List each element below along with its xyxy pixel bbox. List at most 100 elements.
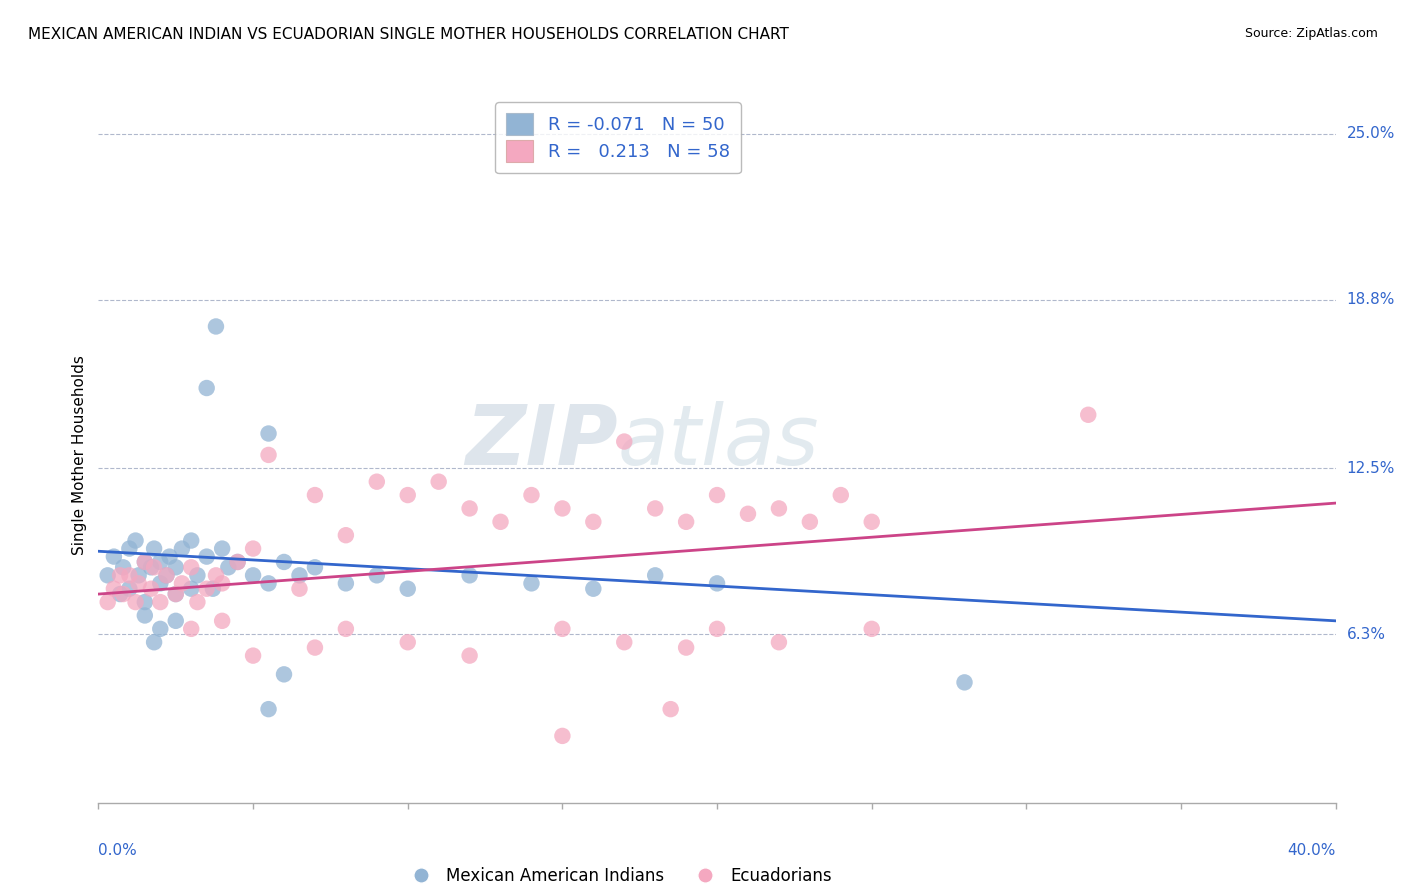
Point — [335, 528, 357, 542]
Point — [128, 576, 150, 591]
Point — [186, 595, 208, 609]
Point — [108, 587, 131, 601]
Point — [675, 515, 697, 529]
Point — [217, 560, 239, 574]
Point — [768, 501, 790, 516]
Point — [139, 560, 162, 574]
Point — [97, 595, 120, 609]
Point — [118, 541, 141, 556]
Point — [242, 648, 264, 663]
Point — [128, 568, 150, 582]
Point — [768, 635, 790, 649]
Text: 12.5%: 12.5% — [1347, 461, 1395, 475]
Point — [112, 560, 135, 574]
Point — [427, 475, 450, 489]
Point — [830, 488, 852, 502]
Point — [953, 675, 976, 690]
Legend: Mexican American Indians, Ecuadorians: Mexican American Indians, Ecuadorians — [398, 861, 839, 892]
Point — [118, 582, 141, 596]
Point — [195, 582, 218, 596]
Text: 0.0%: 0.0% — [98, 843, 138, 858]
Y-axis label: Single Mother Households: Single Mother Households — [72, 355, 87, 555]
Point — [186, 568, 208, 582]
Point — [288, 568, 311, 582]
Point — [134, 608, 156, 623]
Point — [257, 448, 280, 462]
Point — [582, 582, 605, 596]
Point — [134, 595, 156, 609]
Point — [155, 568, 177, 582]
Point — [149, 555, 172, 569]
Point — [257, 576, 280, 591]
Point — [706, 622, 728, 636]
Point — [103, 582, 125, 596]
Point — [226, 555, 249, 569]
Point — [304, 640, 326, 655]
Point — [273, 667, 295, 681]
Text: ZIP: ZIP — [465, 401, 619, 482]
Point — [211, 576, 233, 591]
Text: 18.8%: 18.8% — [1347, 293, 1395, 307]
Point — [165, 560, 187, 574]
Text: 25.0%: 25.0% — [1347, 127, 1395, 141]
Point — [211, 541, 233, 556]
Point — [737, 507, 759, 521]
Point — [458, 501, 481, 516]
Point — [195, 381, 218, 395]
Point — [396, 582, 419, 596]
Point — [366, 475, 388, 489]
Point — [165, 587, 187, 601]
Point — [613, 635, 636, 649]
Point — [396, 635, 419, 649]
Point — [644, 501, 666, 516]
Point — [288, 582, 311, 596]
Point — [134, 555, 156, 569]
Point — [304, 560, 326, 574]
Point — [551, 729, 574, 743]
Point — [458, 648, 481, 663]
Text: 6.3%: 6.3% — [1347, 627, 1386, 641]
Point — [257, 702, 280, 716]
Point — [143, 541, 166, 556]
Point — [226, 555, 249, 569]
Point — [396, 488, 419, 502]
Point — [706, 488, 728, 502]
Point — [149, 622, 172, 636]
Point — [644, 568, 666, 582]
Point — [242, 568, 264, 582]
Point — [180, 533, 202, 548]
Point — [335, 576, 357, 591]
Point — [195, 549, 218, 564]
Point — [103, 549, 125, 564]
Point — [860, 622, 883, 636]
Point — [149, 576, 172, 591]
Point — [97, 568, 120, 582]
Point — [242, 541, 264, 556]
Point — [170, 541, 193, 556]
Point — [1077, 408, 1099, 422]
Point — [139, 582, 162, 596]
Text: Source: ZipAtlas.com: Source: ZipAtlas.com — [1244, 27, 1378, 40]
Point — [124, 595, 146, 609]
Point — [124, 533, 146, 548]
Point — [180, 560, 202, 574]
Point — [860, 515, 883, 529]
Point — [706, 576, 728, 591]
Text: MEXICAN AMERICAN INDIAN VS ECUADORIAN SINGLE MOTHER HOUSEHOLDS CORRELATION CHART: MEXICAN AMERICAN INDIAN VS ECUADORIAN SI… — [28, 27, 789, 42]
Point — [134, 555, 156, 569]
Point — [118, 568, 141, 582]
Point — [165, 614, 187, 628]
Point — [551, 622, 574, 636]
Point — [304, 488, 326, 502]
Point — [520, 488, 543, 502]
Text: atlas: atlas — [619, 401, 820, 482]
Point — [366, 568, 388, 582]
Point — [149, 595, 172, 609]
Point — [201, 582, 224, 596]
Point — [180, 622, 202, 636]
Point — [143, 635, 166, 649]
Point — [205, 568, 228, 582]
Point — [205, 319, 228, 334]
Point — [257, 426, 280, 441]
Point — [112, 587, 135, 601]
